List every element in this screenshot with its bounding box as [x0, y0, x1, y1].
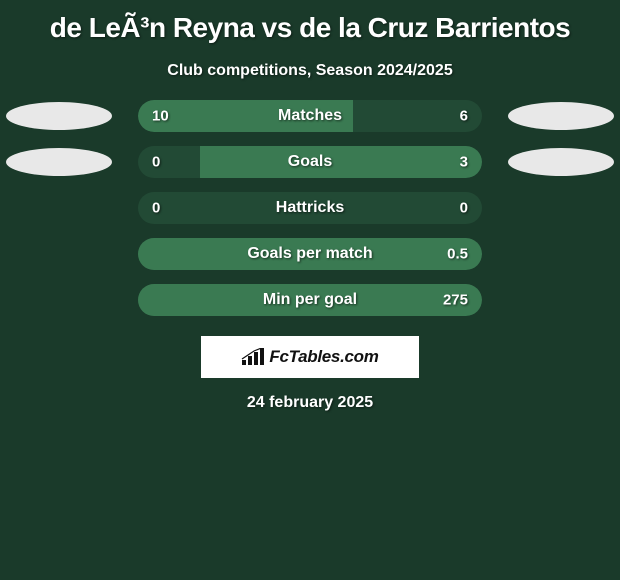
- stat-label: Hattricks: [276, 199, 344, 217]
- oval-right-1: [508, 148, 614, 176]
- stat-bar: Min per goal 275: [138, 284, 482, 316]
- page-title: de LeÃ³n Reyna vs de la Cruz Barrientos: [0, 6, 620, 50]
- stat-bar: Goals per match 0.5: [138, 238, 482, 270]
- stat-value-right: 6: [460, 108, 468, 125]
- oval-left-0: [6, 102, 112, 130]
- subtitle: Club competitions, Season 2024/2025: [0, 50, 620, 100]
- stat-bar: 10 Matches 6: [138, 100, 482, 132]
- stat-value-left: 10: [152, 108, 169, 125]
- stat-value-left: 0: [152, 200, 160, 217]
- stat-value-right: 0: [460, 200, 468, 217]
- stat-bar: 0 Goals 3: [138, 146, 482, 178]
- comparison-infographic: de LeÃ³n Reyna vs de la Cruz Barrientos …: [0, 0, 620, 412]
- stat-value-left: 0: [152, 154, 160, 171]
- stat-row-goals: 0 Goals 3: [0, 146, 620, 178]
- stat-value-right: 3: [460, 154, 468, 171]
- oval-left-1: [6, 148, 112, 176]
- stat-bar: 0 Hattricks 0: [138, 192, 482, 224]
- stat-row-goals-per-match: Goals per match 0.5: [0, 238, 620, 270]
- stat-value-right: 0.5: [447, 246, 468, 263]
- bar-chart-icon: [241, 348, 265, 366]
- logo-text: FcTables.com: [269, 347, 378, 367]
- stat-value-right: 275: [443, 292, 468, 309]
- stat-row-min-per-goal: Min per goal 275: [0, 284, 620, 316]
- stat-label: Matches: [278, 107, 342, 125]
- stat-row-matches: 10 Matches 6: [0, 100, 620, 132]
- stat-row-hattricks: 0 Hattricks 0: [0, 192, 620, 224]
- date-label: 24 february 2025: [0, 378, 620, 412]
- stat-label: Min per goal: [263, 291, 357, 309]
- stats-list: 10 Matches 6 0 Goals 3 0 Hattricks: [0, 100, 620, 316]
- stat-label: Goals per match: [247, 245, 372, 263]
- oval-right-0: [508, 102, 614, 130]
- bar-fill-right: [200, 146, 482, 178]
- logo-box: FcTables.com: [201, 336, 419, 378]
- stat-label: Goals: [288, 153, 332, 171]
